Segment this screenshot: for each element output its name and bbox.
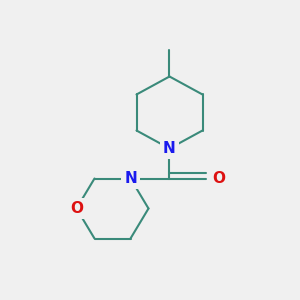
Text: O: O	[212, 171, 226, 186]
Text: O: O	[70, 201, 83, 216]
Text: N: N	[124, 171, 137, 186]
Text: N: N	[163, 141, 176, 156]
